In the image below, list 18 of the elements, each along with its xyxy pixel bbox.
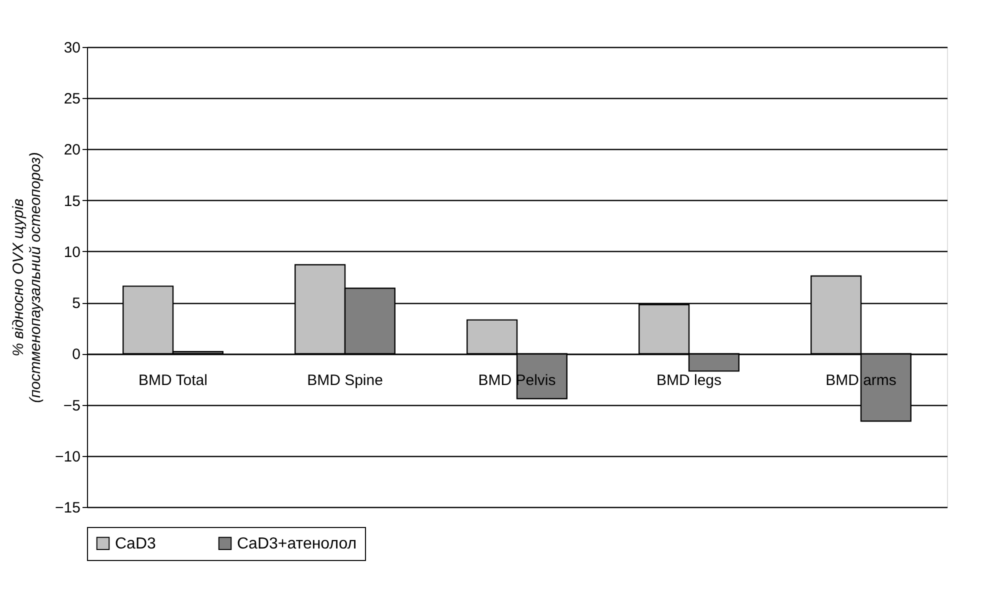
y-tick-label: 25: [64, 90, 80, 108]
y-tick-label: 30: [64, 40, 80, 56]
y-tick-label: 15: [64, 192, 80, 210]
x-tick-label: BMD Total: [138, 372, 208, 390]
legend-label: CaD3: [115, 535, 156, 552]
y-tick-label: 0: [72, 346, 80, 364]
legend-label: CaD3+атенолол: [237, 535, 357, 552]
y-axis-title: % відносно OVX щурів (постменопаузальний остеопороз): [10, 152, 44, 403]
x-tick-label: BMD arms: [826, 372, 896, 390]
y-tick-label: 5: [72, 295, 80, 312]
x-tick-label: BMD Spine: [307, 372, 383, 390]
y-tick-label: −15: [55, 500, 80, 516]
y-tick-label: 10: [64, 244, 80, 261]
x-tick-label: BMD legs: [656, 372, 722, 390]
x-tick-label: BMD Pelvis: [478, 372, 556, 390]
y-tick-label: −5: [63, 397, 80, 414]
y-tick-label: 20: [64, 142, 80, 159]
y-tick-label: −10: [55, 448, 80, 466]
